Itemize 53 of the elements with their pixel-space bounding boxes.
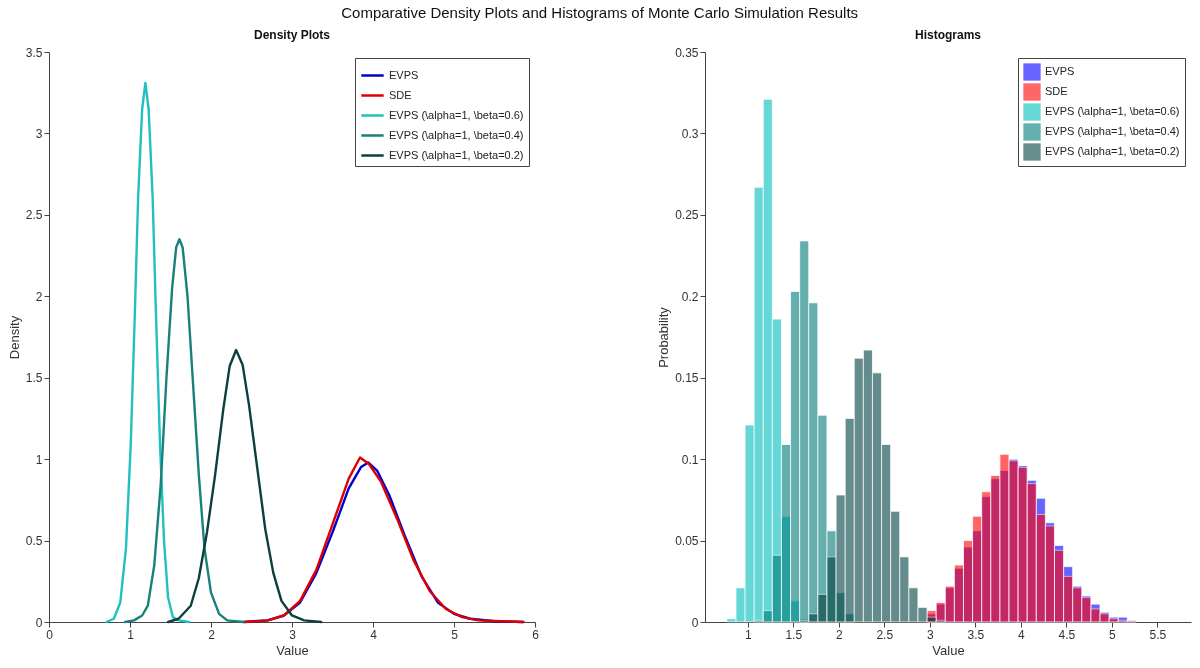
x-tick-label: 4 (370, 627, 378, 642)
legend-label: EVPS (\alpha=1, \beta=0.2) (389, 148, 524, 161)
y-tick-label: 0.3 (681, 126, 699, 141)
x-tick-label: 2 (835, 627, 843, 642)
x-tick-label: 1 (744, 627, 752, 642)
x-axis-title: Value (276, 642, 309, 658)
y-tick-label: 2 (35, 289, 43, 304)
legend-label: EVPS (1045, 65, 1075, 77)
legend-label: EVPS (389, 68, 419, 81)
legend-label: SDE (1045, 85, 1068, 97)
x-tick-label: 4 (1017, 627, 1025, 642)
text: Comparative Density Plots and Histograms of Monte Carlo Simulation Results (341, 4, 859, 21)
y-tick-label: 0.15 (675, 371, 699, 386)
line-series (166, 348, 323, 624)
y-tick-label: 1 (35, 452, 43, 467)
y-tick-label: 0.5 (25, 534, 43, 549)
x-tick-label: 2.5 (876, 627, 894, 642)
x-tick-label: 5 (451, 627, 459, 642)
chart-title: Histograms (914, 28, 982, 42)
y-tick-label: 3.5 (25, 45, 43, 60)
y-axis-title: Probability (656, 306, 672, 368)
legend-label: EVPS (\alpha=1, \beta=0.2) (1045, 145, 1180, 157)
legend-label: EVPS (\alpha=1, \beta=0.6) (389, 108, 524, 121)
y-tick-label: 0.35 (675, 45, 699, 60)
legend-label: EVPS (\alpha=1, \beta=0.6) (1045, 105, 1180, 117)
x-tick-label: 5.5 (1149, 627, 1167, 642)
y-axis-title: Density (6, 315, 22, 360)
line-series (123, 238, 245, 624)
y-tick-label: 2.5 (25, 208, 43, 223)
x-axis-title: Value (932, 642, 965, 658)
x-tick-label: 2 (208, 627, 216, 642)
y-tick-label: 3 (35, 126, 43, 141)
x-tick-label: 3.5 (967, 627, 985, 642)
y-tick-label: 0.05 (675, 534, 699, 549)
y-tick-label: 1.5 (25, 371, 43, 386)
x-tick-label: 3 (289, 627, 297, 642)
x-tick-label: 1 (127, 627, 135, 642)
x-tick-label: 1.5 (785, 627, 803, 642)
line-series (105, 81, 191, 624)
y-tick-label: 0 (691, 615, 699, 630)
y-tick-label: 0.25 (675, 208, 699, 223)
y-tick-label: 0 (35, 615, 43, 630)
x-tick-label: 0 (46, 627, 54, 642)
x-tick-label: 3 (926, 627, 934, 642)
legend-label: EVPS (\alpha=1, \beta=0.4) (1045, 125, 1180, 137)
x-tick-label: 4.5 (1058, 627, 1076, 642)
y-tick-label: 0.1 (681, 452, 699, 467)
legend-label: EVPS (\alpha=1, \beta=0.4) (389, 128, 524, 141)
x-tick-label: 5 (1108, 627, 1116, 642)
y-tick-label: 0.2 (681, 289, 699, 304)
x-tick-label: 6 (532, 627, 540, 642)
legend-label: SDE (389, 88, 412, 101)
chart-subtitle: Density Plots (253, 28, 331, 42)
